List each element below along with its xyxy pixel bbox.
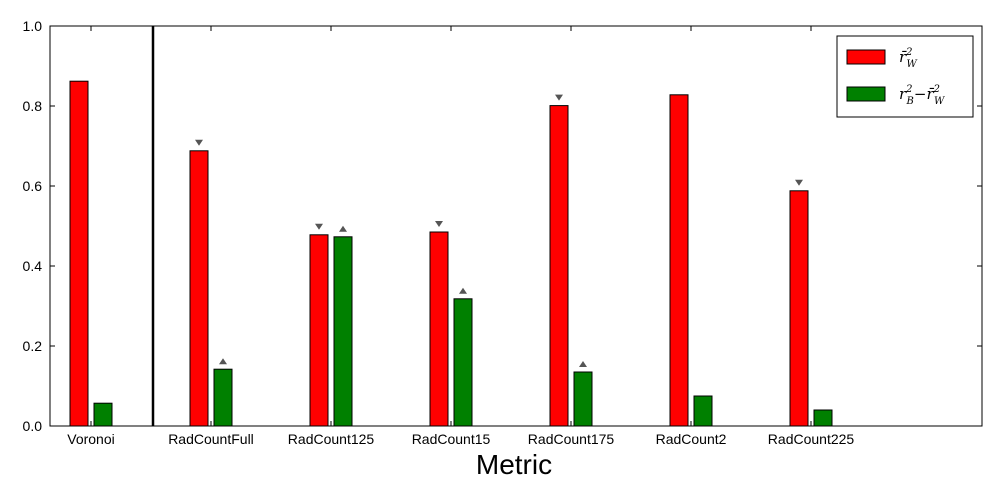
legend-label-rw2: r̄2 W (899, 47, 918, 70)
y-tick-label: 1.0 (23, 18, 43, 34)
marker-down-red-RadCount225 (795, 179, 803, 186)
legend-rw2-base: r̄ (899, 48, 907, 66)
x-tick-label-RadCount15: RadCount15 (412, 431, 491, 447)
bar-green-RadCount125 (333, 236, 353, 427)
bar-red-RadCountFull (189, 150, 209, 427)
plot-frame (49, 25, 983, 427)
bar-green-RadCount2 (693, 395, 713, 427)
legend-rw2b-sub: W (934, 96, 945, 107)
y-axis: 0.0 0.2 0.4 0.6 0.8 1.0 (23, 18, 982, 434)
x-axis-title: Metric (476, 449, 552, 480)
bar-green-Voronoi (93, 402, 113, 427)
bar-green-RadCountFull (213, 368, 233, 427)
y-tick-label: 0.4 (23, 258, 43, 274)
bar-green-RadCount15 (453, 298, 473, 427)
x-tick-label-RadCount125: RadCount125 (288, 431, 375, 447)
bar-red-Voronoi (69, 80, 89, 427)
marker-up-green-RadCount175 (579, 361, 587, 367)
legend-minus: − (914, 85, 927, 103)
marker-down-red-RadCount15 (435, 221, 443, 227)
bar-red-RadCount125 (309, 234, 329, 427)
y-tick-label: 0.2 (23, 338, 43, 354)
markers-layer (195, 94, 803, 367)
bar-red-RadCount175 (549, 105, 569, 427)
legend-rb2-base: r (899, 85, 907, 103)
marker-up-green-RadCount15 (459, 287, 467, 294)
bar-red-RadCount2 (669, 94, 689, 427)
x-tick-label-Voronoi: Voronoi (67, 431, 114, 447)
legend: r̄2 W r2 B−r̄2 W (836, 35, 974, 118)
marker-down-red-RadCountFull (195, 139, 203, 146)
bar-red-RadCount225 (789, 190, 809, 427)
marker-down-red-RadCount175 (555, 94, 563, 101)
marker-up-green-RadCountFull (219, 358, 227, 365)
legend-rw2-sup: 2 (905, 47, 912, 58)
bars-layer (69, 80, 833, 427)
legend-rb2-sup: 2 (905, 84, 912, 95)
y-tick-label: 0.6 (23, 178, 43, 194)
x-axis: Voronoi RadCountFull RadCount125 RadCount15… (67, 26, 854, 447)
bar-red-RadCount15 (429, 231, 449, 427)
x-tick-label-RadCount175: RadCount175 (528, 431, 615, 447)
marker-down-red-RadCount125 (315, 223, 323, 230)
x-tick-label-RadCountFull: RadCountFull (168, 431, 254, 447)
bar-green-RadCount225 (813, 409, 833, 427)
marker-up-green-RadCount125 (339, 225, 347, 232)
legend-rw2b-base: r̄ (926, 85, 934, 103)
bar-green-RadCount175 (573, 371, 593, 427)
legend-rw2b-sup: 2 (933, 84, 940, 95)
legend-swatch-red (846, 49, 886, 65)
y-tick-label: 0.8 (23, 98, 43, 114)
x-tick-label-RadCount2: RadCount2 (656, 431, 727, 447)
x-tick-label-RadCount225: RadCount225 (768, 431, 855, 447)
legend-rw2-sub: W (907, 59, 918, 70)
legend-swatch-green (846, 86, 886, 102)
y-tick-label: 0.0 (23, 418, 43, 434)
legend-label-rb2-minus-rw2: r2 B−r̄2 W (899, 84, 945, 107)
legend-rb2-sub: B (906, 96, 914, 107)
